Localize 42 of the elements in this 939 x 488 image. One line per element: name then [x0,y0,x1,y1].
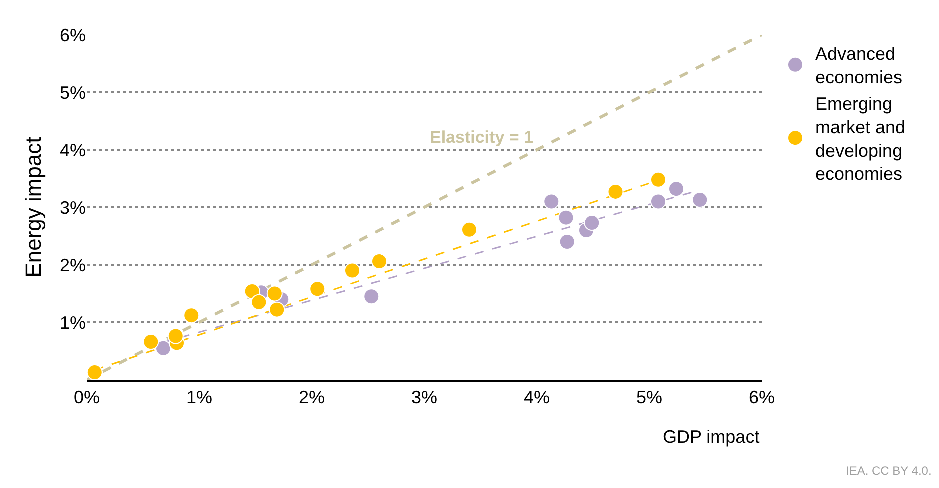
x-tick-label: 1% [186,387,213,408]
point [650,194,666,210]
point [244,283,260,300]
y-tick-label: 5% [60,82,86,103]
x-axis-title: GDP impact [663,427,760,447]
point [344,262,360,279]
point [544,194,560,210]
x-tick-label: 0% [74,387,100,408]
legend-label: Advanced economies [816,44,903,88]
x-tick-label: 3% [411,387,438,408]
point [608,184,624,200]
y-axis-title: Energy impact [20,137,46,278]
y-tick-label: 6% [60,25,86,46]
point [584,215,600,232]
annotation: Elasticity = 1 [430,128,534,147]
y-tick-label: 1% [60,312,86,333]
x-tick-label: 2% [298,387,326,408]
point [156,340,172,356]
point [559,234,576,250]
point [462,222,478,238]
point [184,308,200,324]
point [364,288,380,305]
point [87,364,103,380]
point [650,172,666,188]
point [692,192,708,208]
y-tick-label: 4% [60,140,86,160]
point [143,334,160,350]
legend-label: Emerging market and developing economies [816,94,906,184]
y-tick-label: 3% [60,198,86,218]
y-tick-label: 2% [60,255,86,276]
point [558,210,574,226]
point [372,254,388,270]
point [251,294,268,310]
point [168,328,184,344]
x-tick-label: 6% [748,387,776,408]
point [266,286,283,302]
x-tick-label: 5% [636,387,663,408]
x-tick-label: 4% [524,387,550,408]
point [668,181,684,198]
point [310,281,326,298]
text: IEA. CC BY 4.0. [846,464,932,478]
point [269,302,286,318]
